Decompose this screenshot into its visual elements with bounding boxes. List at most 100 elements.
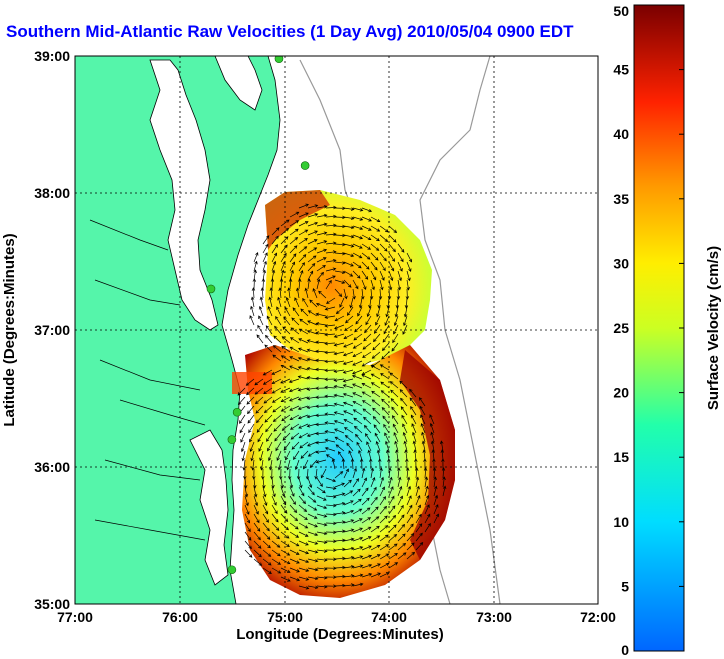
velocity-arrow xyxy=(388,225,398,234)
velocity-arrow xyxy=(370,535,381,542)
velocity-arrow xyxy=(333,360,345,365)
velocity-arrow xyxy=(253,504,259,515)
velocity-arrow xyxy=(343,333,354,340)
colorbar-tick-label: 50 xyxy=(613,3,629,19)
velocity-arrow xyxy=(280,513,289,522)
velocity-arrow xyxy=(334,428,345,434)
velocity-arrow xyxy=(334,520,346,524)
velocity-arrow xyxy=(271,244,278,254)
velocity-arrow xyxy=(397,533,406,542)
velocity-arrow xyxy=(397,485,403,497)
velocity-arrow xyxy=(307,522,318,528)
velocity-arrow xyxy=(267,306,273,317)
velocity-arrow xyxy=(388,562,399,569)
velocity-arrow xyxy=(298,347,309,353)
velocity-arrow xyxy=(306,329,318,335)
velocity-arrow xyxy=(423,467,428,479)
velocity-arrow xyxy=(262,531,271,540)
velocity-arrow xyxy=(268,296,273,308)
velocity-arrow xyxy=(324,368,336,373)
velocity-arrow xyxy=(265,423,273,433)
velocity-arrow xyxy=(388,270,394,282)
velocity-arrow xyxy=(288,378,300,383)
velocity-arrow xyxy=(246,387,255,396)
velocity-arrow xyxy=(262,495,268,506)
velocity-arrow xyxy=(415,542,424,551)
velocity-arrow xyxy=(307,477,313,489)
velocity-arrow xyxy=(406,523,414,533)
velocity-arrow xyxy=(316,567,328,571)
velocity-arrow xyxy=(304,287,309,299)
y-tick-label: 39:00 xyxy=(34,48,70,64)
velocity-arrow xyxy=(244,486,249,498)
velocity-arrow xyxy=(395,297,400,309)
velocity-arrow xyxy=(289,228,299,236)
velocity-arrow xyxy=(262,549,272,557)
velocity-arrow xyxy=(307,230,318,236)
velocity-arrow xyxy=(404,297,409,309)
velocity-arrow xyxy=(379,467,383,479)
velocity-arrow xyxy=(306,339,318,344)
velocity-arrow xyxy=(334,279,346,284)
velocity-arrow xyxy=(388,505,396,515)
velocity-arrow xyxy=(355,315,363,325)
velocity-arrow xyxy=(325,495,337,499)
x-tick-label: 75:00 xyxy=(267,609,303,625)
x-tick-label: 76:00 xyxy=(162,609,198,625)
velocity-arrow xyxy=(352,342,363,349)
velocity-arrow xyxy=(316,248,328,254)
velocity-arrow xyxy=(263,396,273,404)
velocity-arrow xyxy=(271,549,281,557)
velocity-arrow xyxy=(361,517,371,524)
velocity-arrow xyxy=(334,529,346,533)
velocity-arrow xyxy=(385,449,390,461)
velocity-arrow xyxy=(334,538,346,543)
velocity-arrow xyxy=(316,264,326,272)
velocity-arrow xyxy=(391,415,399,425)
velocity-arrow xyxy=(316,240,328,245)
velocity-arrow xyxy=(315,340,327,344)
river-lines xyxy=(89,219,206,541)
velocity-arrow xyxy=(324,306,336,311)
velocity-arrow xyxy=(406,504,413,515)
velocity-arrow xyxy=(352,518,363,524)
velocity-arrow xyxy=(270,278,275,290)
velocity-arrow xyxy=(352,369,363,375)
velocity-arrow xyxy=(406,476,411,488)
velocity-arrow xyxy=(307,239,318,245)
velocity-arrow xyxy=(384,315,390,326)
velocity-arrow xyxy=(362,408,372,416)
velocity-arrow xyxy=(362,351,372,358)
velocity-arrow xyxy=(258,315,264,326)
velocity-arrow xyxy=(240,441,246,453)
velocity-arrow xyxy=(315,322,327,326)
velocity-arrow xyxy=(285,296,291,308)
velocity-arrow xyxy=(343,252,355,257)
velocity-arrow xyxy=(325,232,337,237)
velocity-arrow xyxy=(380,381,390,389)
velocity-arrow xyxy=(253,540,262,549)
velocity-arrow xyxy=(370,261,378,271)
velocity-arrow xyxy=(256,414,264,424)
velocity-arrow xyxy=(366,441,372,452)
velocity-arrow xyxy=(370,216,381,223)
velocity-arrow xyxy=(343,479,352,488)
velocity-arrow xyxy=(316,495,327,501)
velocity-arrow xyxy=(307,263,316,272)
velocity-arrow xyxy=(266,315,273,326)
velocity-arrow xyxy=(361,225,372,231)
velocity-arrow xyxy=(356,441,363,452)
velocity-arrow xyxy=(334,501,346,506)
velocity-arrow xyxy=(396,288,401,300)
velocity-arrow xyxy=(267,450,273,462)
velocity-arrow xyxy=(333,393,345,398)
velocity-arrow xyxy=(379,279,384,291)
southern-edge-high-speed xyxy=(400,350,455,560)
velocity-arrow xyxy=(361,374,372,380)
velocity-arrow xyxy=(273,423,282,432)
velocity-arrow xyxy=(269,287,273,299)
velocity-arrow xyxy=(382,333,390,343)
velocity-arrow xyxy=(388,234,397,243)
velocity-arrow xyxy=(341,458,346,470)
